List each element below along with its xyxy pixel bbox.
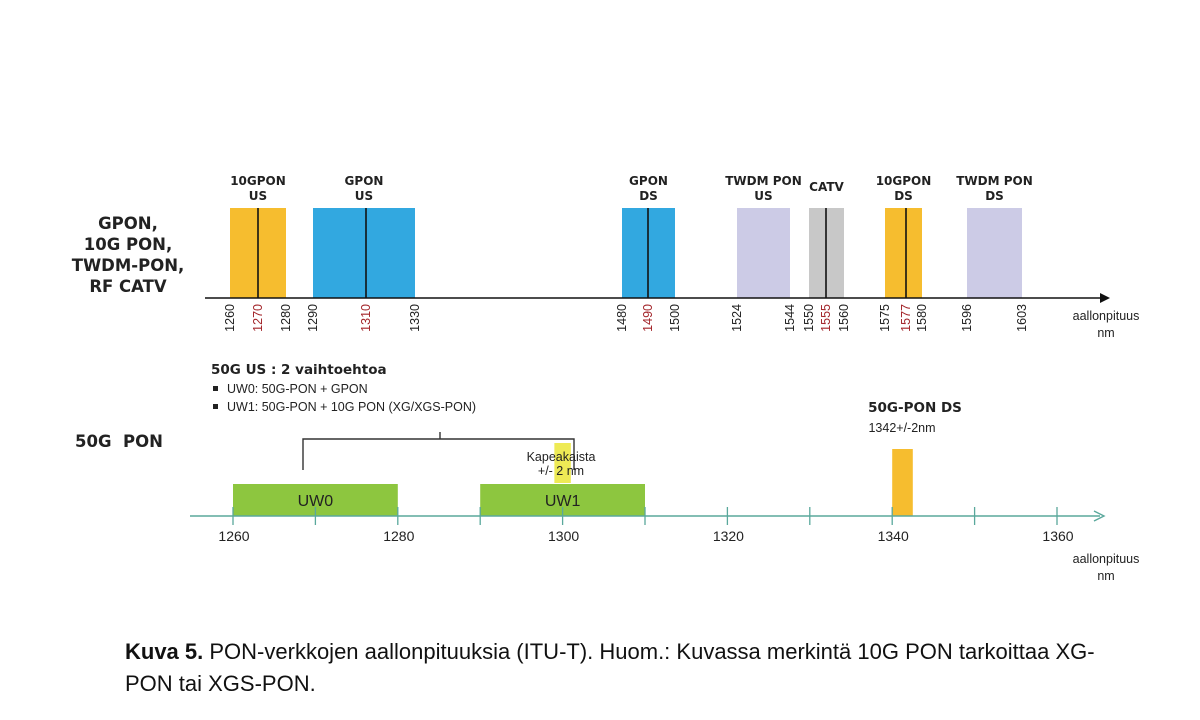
bottom-tick-label: 1320 [713,528,744,544]
top-tick-label: 1603 [1015,304,1029,332]
top-tick-label: 1330 [408,304,422,332]
band-label: US [249,189,267,203]
top-tick-label: 1560 [837,304,851,332]
top-row-label-line: GPON, [98,214,158,233]
top-row-label-line: 10G PON, [84,235,172,254]
bottom-tick-label: 1340 [878,528,909,544]
band-label: TWDM PON [725,174,802,188]
band-label: UW1 [545,493,581,510]
bottom-tick-label: 1280 [383,528,414,544]
band-label: 10GPON [876,174,932,188]
bottom-tick-label: 1300 [548,528,579,544]
top-unit-label: aallonpituus [1073,309,1140,323]
top-tick-label: 1555 [819,304,833,332]
top-tick-label: 1580 [915,304,929,332]
band-label: TWDM PON [956,174,1033,188]
top-row-label-line: TWDM-PON, [72,256,185,275]
top-tick-label: 1550 [802,304,816,332]
band-twdm-ds [967,208,1022,298]
band-label: DS [639,189,658,203]
bottom-panel: 50G PON 50G US : 2 vaihtoehtoa UW0: 50G-… [75,362,1139,583]
top-tick-label: 1575 [878,304,892,332]
band-label: US [355,189,373,203]
bottom-axis-arrow [1093,510,1106,522]
band-label: 10GPON [230,174,286,188]
band-label: US [754,189,772,203]
top-row-label: GPON, 10G PON, TWDM-PON, RF CATV [72,214,185,296]
band-ds [892,449,913,516]
band-label: GPON [629,174,668,188]
top-tick-label: 1270 [251,304,265,332]
us-options-bracket [302,432,575,470]
band-twdm-us [737,208,790,298]
top-tick-label: 1500 [668,304,682,332]
top-tick-label: 1280 [279,304,293,332]
top-tick-label: 1596 [960,304,974,332]
bullet-icon [213,386,218,391]
band-label: UW0 [298,493,334,510]
band-label: DS [985,189,1004,203]
top-tick-label: 1490 [641,304,655,332]
bottom-ticks: 1260 1280 1300 1320 1340 1360 [218,507,1074,544]
caption-text: PON-verkkojen aallonpituuksia (ITU-T). H… [125,639,1095,696]
top-row-label-line: RF CATV [89,277,167,296]
bottom-unit-label: aallonpituus [1073,552,1140,566]
top-tick-label: 1260 [223,304,237,332]
top-axis-arrow [1100,293,1110,303]
band-label: GPON [345,174,384,188]
us-option-uw0: UW0: 50G-PON + GPON [227,382,368,396]
us-option-uw1: UW1: 50G-PON + 10G PON (XG/XGS-PON) [227,400,476,414]
top-tick-label: 1290 [306,304,320,332]
top-tick-label: 1577 [899,304,913,332]
band-10gpon-ds [885,208,922,298]
top-tick-label: 1480 [615,304,629,332]
bottom-unit-label: nm [1097,569,1114,583]
top-tick-labels: 1260 1270 1280 1290 1310 1330 1480 1490 1500 1524… [223,304,1029,332]
bottom-row-label: 50G PON [75,432,163,451]
narrow-note-line: Kapeakaista [527,450,596,464]
ds-value: 1342+/-2nm [868,421,935,435]
ds-title: 50G-PON DS [868,400,962,416]
caption-label: Kuva 5. [125,639,204,664]
band-label: DS [894,189,913,203]
top-panel: GPON, 10G PON, TWDM-PON, RF CATV 10GPONU… [72,174,1140,340]
top-tick-label: 1310 [359,304,373,332]
narrow-note-line: +/- 2 nm [538,464,584,478]
band-narrow [554,443,571,483]
band-gpon-us [313,208,415,298]
bullet-icon [213,404,218,409]
bottom-tick-label: 1260 [218,528,249,544]
band-label: CATV [809,180,844,194]
top-tick-label: 1544 [783,304,797,332]
bottom-bands: UW0 UW1 [233,443,913,516]
us-options-title: 50G US : 2 vaihtoehtoa [211,362,387,378]
top-unit-label: nm [1097,326,1114,340]
top-tick-label: 1524 [730,304,744,332]
figure-caption: Kuva 5. PON-verkkojen aallonpituuksia (I… [125,636,1125,700]
bottom-tick-label: 1360 [1042,528,1073,544]
